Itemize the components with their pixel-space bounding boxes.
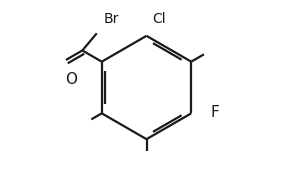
Text: Cl: Cl bbox=[153, 12, 166, 26]
Text: F: F bbox=[210, 105, 219, 120]
Text: O: O bbox=[65, 72, 77, 87]
Text: Br: Br bbox=[103, 12, 119, 26]
